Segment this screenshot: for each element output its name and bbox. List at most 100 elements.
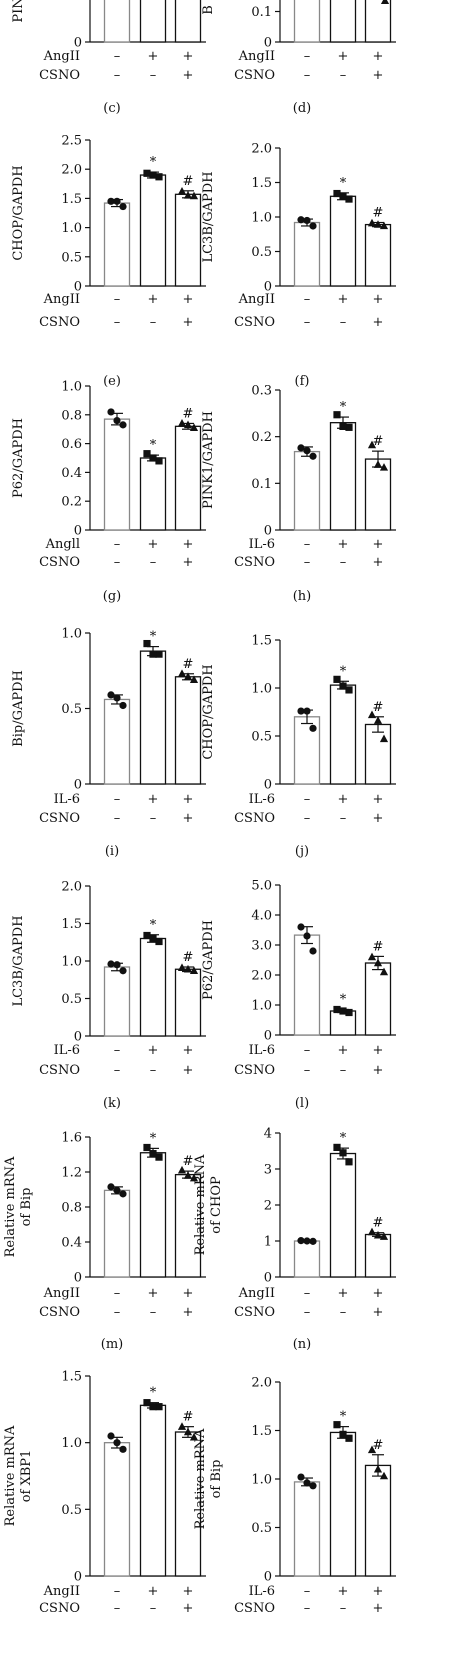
bar (329, 0, 357, 43)
data-point (303, 1237, 311, 1245)
data-point (333, 411, 341, 419)
treatment-sign: + (373, 792, 384, 807)
treatment-sign: + (338, 1043, 349, 1058)
y-tick-label: 0 (264, 778, 272, 793)
treatment-sign: + (183, 537, 194, 552)
y-axis-label: B (201, 5, 216, 15)
treatment-sign: – (304, 1584, 311, 1599)
data-point (373, 958, 383, 967)
data-point (155, 937, 163, 946)
y-tick-label: 0 (74, 778, 82, 793)
data-point (345, 686, 353, 694)
chart-panel-e: 0 0.5 1.0 1.5 2.0 2.5 CHOP/GAPDH * # AngII – + + CSNO… (11, 134, 206, 389)
y-tick-label: 0 (74, 1271, 82, 1286)
treatment-row-label: IL-6 (54, 792, 80, 807)
data-point (373, 220, 383, 228)
data-point (309, 452, 317, 460)
bar (139, 457, 167, 531)
chart-panel-n: 0 1 2 3 4 Relative mRNA of CHOP * # AngII – + + CSNO –… (193, 1127, 396, 1352)
y-axis-label: of CHOP (209, 1176, 224, 1234)
data-point (379, 967, 389, 976)
treatment-sign: + (373, 1305, 384, 1320)
y-tick-label: 0.5 (251, 730, 272, 745)
treatment-sign: + (373, 292, 384, 307)
significance-mark: # (373, 700, 384, 715)
y-tick-label: 1.5 (61, 1370, 82, 1385)
treatment-row-label: AngII (238, 1286, 275, 1301)
bar (174, 968, 202, 1037)
data-point (297, 444, 305, 452)
bar (139, 1152, 167, 1278)
y-axis-label: LC3B/GAPDH (11, 915, 26, 1006)
y-tick-label: 0.4 (61, 466, 82, 481)
data-point (339, 1007, 347, 1015)
chart-panel-g: 0 0.2 0.4 0.6 0.8 1.0 P62/GAPDH * # Angll – + + CSNO –… (11, 380, 206, 604)
treatment-row-label: CSNO (234, 68, 275, 83)
treatment-sign: + (183, 1584, 194, 1599)
data-point (297, 1473, 305, 1481)
significance-mark: # (373, 1438, 384, 1453)
data-point (155, 1153, 163, 1161)
y-axis-label: Bip/GAPDH (11, 670, 26, 747)
y-tick-label: 5.0 (251, 879, 272, 894)
data-point (303, 707, 311, 715)
treatment-sign: – (340, 68, 347, 83)
chart-panel-j: 0 0.5 1.0 1.5 CHOP/GAPDH * # IL-6 – + + CSNO – – + (j) (201, 634, 396, 859)
y-tick-label: 0 (264, 280, 272, 295)
data-point (149, 1403, 157, 1411)
data-point (119, 1445, 127, 1453)
bar (364, 723, 392, 785)
treatment-row-label: AngII (238, 49, 275, 64)
significance-mark: # (183, 174, 194, 189)
treatment-sign: – (340, 811, 347, 826)
y-axis-label: Relative mRNA (3, 1156, 18, 1257)
data-point (379, 734, 389, 743)
treatment-row-label: CSNO (234, 1063, 275, 1078)
data-point (339, 1430, 347, 1438)
significance-mark: * (150, 438, 157, 453)
treatment-row-label: Angll (45, 537, 80, 552)
data-point (113, 197, 121, 205)
y-axis-label: P62/GAPDH (201, 920, 216, 1000)
treatment-sign: + (148, 292, 159, 307)
panel-label: (g) (103, 589, 121, 604)
data-point (149, 934, 157, 943)
bar (139, 650, 167, 785)
treatment-sign: + (183, 292, 194, 307)
data-point (183, 1427, 193, 1436)
data-point (339, 682, 347, 690)
data-point (303, 447, 311, 455)
bar (103, 1442, 131, 1577)
bar (329, 195, 357, 287)
chart-panel-d: 0 0.1 B AngII – + + CSNO – – + (d) (201, 0, 396, 116)
significance-mark: # (183, 950, 194, 965)
treatment-sign: – (340, 1063, 347, 1078)
y-tick-label: 1.0 (251, 1473, 272, 1488)
panel-label: (m) (101, 1337, 123, 1352)
y-axis-label: of Bip (19, 1188, 34, 1227)
bar (174, 0, 202, 43)
y-tick-label: 0 (74, 1030, 82, 1045)
data-point (379, 1232, 389, 1240)
y-tick-label: 0 (264, 1271, 272, 1286)
significance-mark: * (340, 400, 347, 415)
significance-mark: * (150, 918, 157, 933)
y-tick-label: 2.5 (61, 134, 82, 149)
treatment-sign: – (114, 49, 121, 64)
treatment-sign: – (150, 1305, 157, 1320)
y-tick-label: 1.5 (61, 917, 82, 932)
data-point (143, 450, 151, 458)
treatment-sign: + (148, 1043, 159, 1058)
treatment-sign: + (373, 811, 384, 826)
data-point (309, 222, 317, 230)
data-point (367, 218, 377, 227)
bar (139, 1404, 167, 1577)
panel-label: (l) (295, 1096, 309, 1111)
treatment-sign: + (338, 537, 349, 552)
bar (329, 422, 357, 531)
treatment-row-label: AngII (43, 49, 80, 64)
y-tick-label: 0 (264, 1029, 272, 1044)
treatment-sign: – (114, 792, 121, 807)
y-tick-label: 1.5 (251, 634, 272, 649)
treatment-row-label: IL-6 (249, 1043, 275, 1058)
